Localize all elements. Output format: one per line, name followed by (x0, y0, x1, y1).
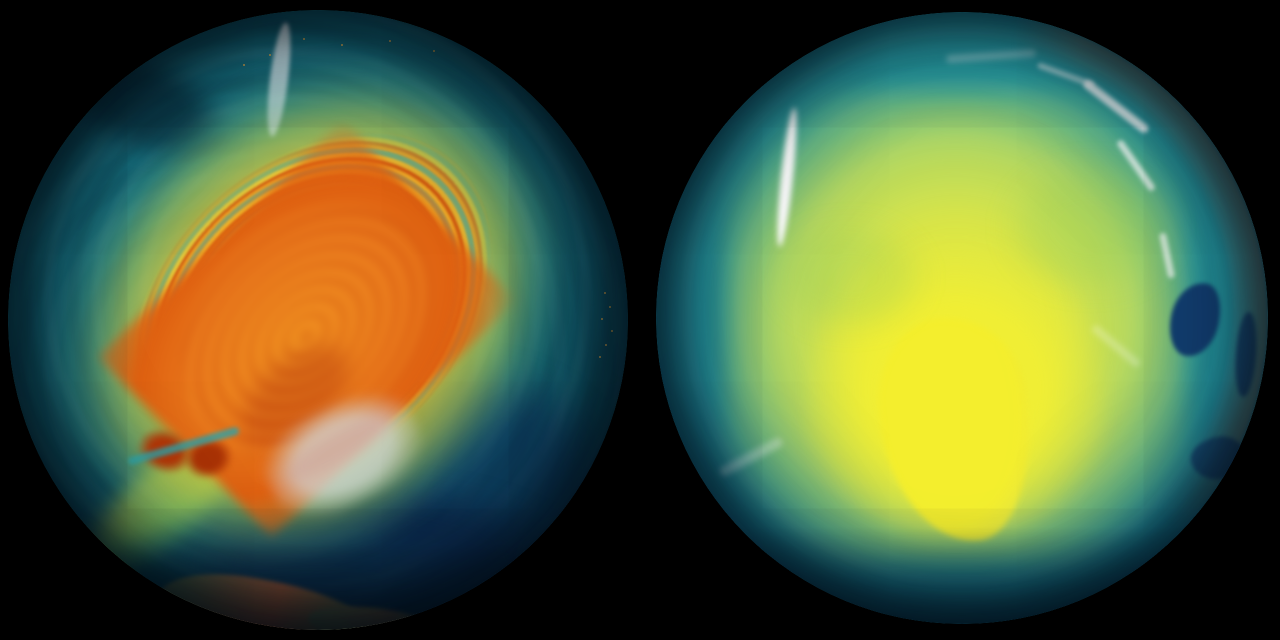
white-chevron-mark (20, 480, 36, 492)
right-globe-rim-shading (656, 12, 1268, 624)
left-globe-rim-shading (8, 10, 628, 630)
right-globe-yellow-haze (656, 12, 1268, 624)
navy-sea-patch-4 (1212, 489, 1254, 543)
left-globe-antarctic-vortex (8, 10, 628, 630)
